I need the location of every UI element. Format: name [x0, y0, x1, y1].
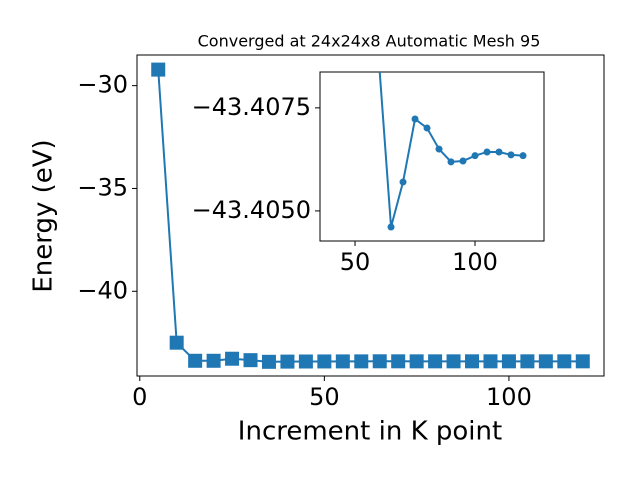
- marker: [169, 335, 184, 350]
- marker: [335, 354, 350, 369]
- marker: [520, 354, 535, 369]
- marker: [188, 353, 203, 368]
- marker: [428, 354, 443, 369]
- marker: [435, 145, 443, 153]
- marker: [423, 124, 431, 132]
- marker: [411, 115, 419, 123]
- x-tick-label: 50: [340, 248, 371, 276]
- marker: [446, 354, 461, 369]
- y-tick-label: −35: [77, 173, 128, 201]
- marker: [372, 354, 387, 369]
- marker: [151, 62, 166, 77]
- marker: [364, 1, 371, 8]
- x-tick-label: 0: [132, 383, 147, 411]
- marker: [507, 151, 515, 159]
- chart-title: Converged at 24x24x8 Automatic Mesh 95: [198, 32, 541, 51]
- marker: [447, 158, 455, 166]
- marker: [354, 354, 369, 369]
- y-tick-label: −43.4050: [192, 196, 311, 224]
- marker: [471, 152, 479, 160]
- marker: [483, 354, 498, 369]
- marker: [459, 157, 467, 165]
- plot-area: [319, 71, 545, 242]
- marker: [391, 354, 406, 369]
- y-tick-label: −30: [77, 71, 128, 99]
- x-axis-label: Increment in K point: [238, 417, 502, 447]
- marker: [409, 354, 424, 369]
- marker: [501, 354, 516, 369]
- y-tick-label: −43.4075: [192, 93, 311, 121]
- plot-content: [151, 62, 590, 369]
- y-tick-label: −40: [77, 276, 128, 304]
- marker: [225, 351, 240, 366]
- x-tick-label: 50: [309, 383, 340, 411]
- marker: [483, 148, 491, 156]
- x-tick-label: 100: [486, 383, 532, 411]
- marker: [495, 148, 503, 156]
- marker: [261, 354, 276, 369]
- marker: [399, 178, 407, 186]
- marker: [575, 354, 590, 369]
- marker: [317, 354, 332, 369]
- marker: [280, 354, 295, 369]
- marker: [519, 152, 527, 160]
- marker: [387, 223, 395, 231]
- marker: [557, 354, 572, 369]
- marker: [206, 353, 221, 368]
- marker: [538, 354, 553, 369]
- marker: [243, 353, 258, 368]
- marker: [298, 354, 313, 369]
- x-tick-label: 100: [452, 248, 498, 276]
- plot-content: [364, 1, 527, 231]
- marker: [465, 354, 480, 369]
- y-axis-label: Energy (eV): [29, 139, 59, 292]
